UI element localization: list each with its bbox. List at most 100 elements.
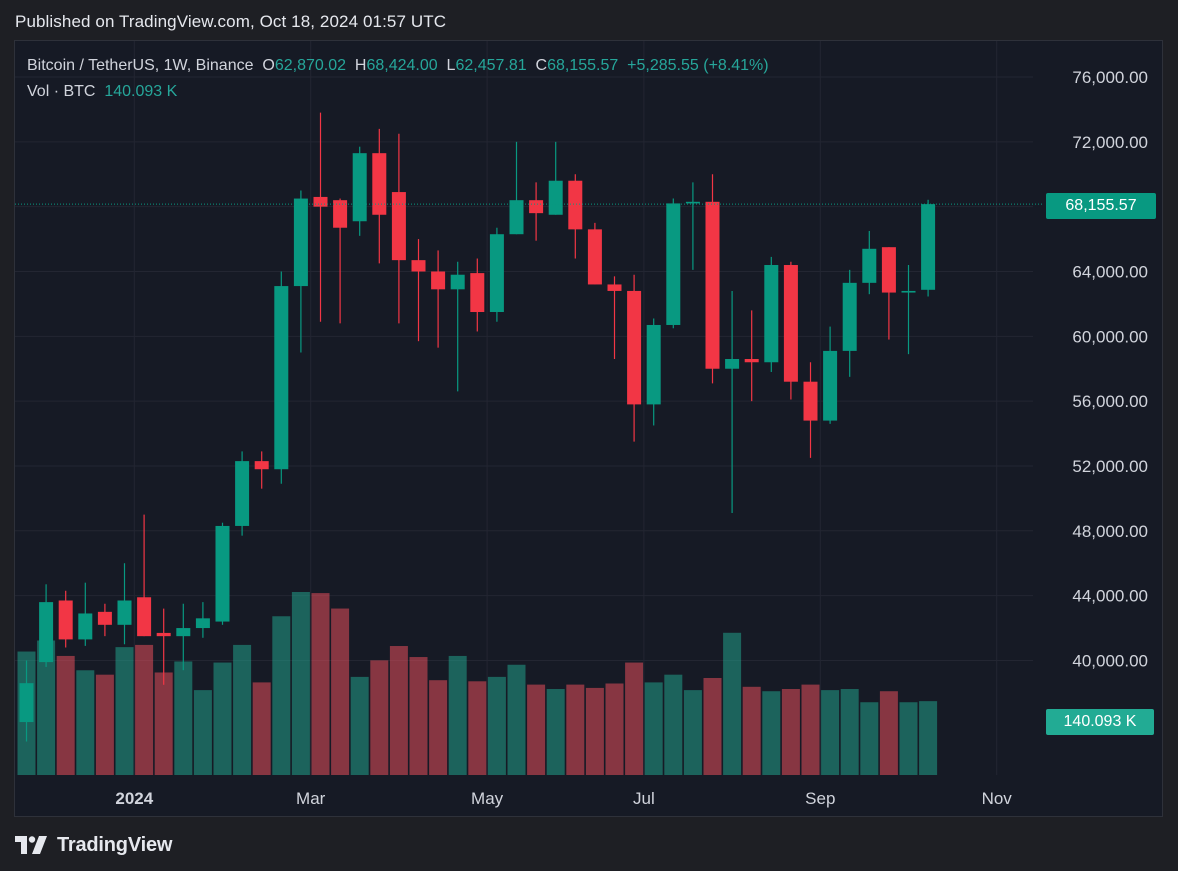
- low-label: L: [446, 57, 456, 74]
- volume-bar: [566, 684, 585, 775]
- volume-bar: [252, 682, 271, 775]
- ohlc-row: Bitcoin / TetherUS, 1W, Binance O62,870.…: [27, 55, 769, 81]
- candle-body: [293, 198, 308, 287]
- candle-body: [450, 274, 465, 290]
- last-volume-tag: 140.093 K: [1046, 709, 1154, 735]
- y-tick-label: 40,000.00: [1072, 651, 1148, 670]
- last-price-tag: 68,155.57: [1046, 193, 1156, 219]
- volume-bar: [644, 682, 663, 775]
- candle-body: [313, 196, 328, 207]
- volume-bar: [174, 661, 193, 775]
- volume-bar: [801, 684, 820, 775]
- y-tick-label: 52,000.00: [1072, 457, 1148, 476]
- volume-bars: [17, 592, 938, 775]
- chart-panel[interactable]: [14, 40, 1163, 817]
- y-tick-label: 76,000.00: [1072, 68, 1148, 87]
- volume-bar: [879, 691, 898, 775]
- volume-bar: [683, 690, 702, 775]
- candle-body: [666, 203, 681, 325]
- candle-body: [19, 683, 34, 723]
- candle-body: [646, 324, 661, 405]
- volume-bar: [585, 687, 604, 775]
- volume-bar: [507, 664, 526, 775]
- volume-bar: [350, 676, 369, 775]
- volume-bar: [37, 640, 56, 775]
- candle-body: [803, 381, 818, 421]
- y-tick-label: 60,000.00: [1072, 327, 1148, 346]
- candle-body: [568, 180, 583, 230]
- volume-bar: [546, 689, 565, 775]
- volume-bar: [487, 676, 506, 775]
- volume-bar: [233, 644, 252, 775]
- volume-bar: [919, 701, 938, 775]
- candle-body: [627, 290, 642, 405]
- candle-body: [862, 248, 877, 283]
- candle-body: [921, 204, 936, 290]
- low-value: 62,457.81: [455, 57, 527, 74]
- candle-body: [156, 632, 171, 637]
- candle-body: [470, 273, 485, 313]
- y-tick-label: 56,000.00: [1072, 392, 1148, 411]
- volume-bar: [331, 608, 350, 775]
- candle-body: [372, 153, 387, 215]
- brand-name: TradingView: [57, 833, 173, 856]
- y-tick-label: 44,000.00: [1072, 587, 1148, 606]
- volume-row: Vol · BTC 140.093 K: [27, 81, 769, 107]
- close-label: C: [535, 57, 548, 74]
- volume-label: Vol · BTC: [27, 83, 96, 100]
- candle-body: [489, 234, 504, 313]
- candle-body: [607, 284, 622, 291]
- candle-body: [587, 229, 602, 285]
- volume-bar: [409, 657, 428, 775]
- volume-bar: [154, 672, 173, 775]
- tradingview-logo[interactable]: TradingView: [15, 832, 172, 858]
- chart-legend: Bitcoin / TetherUS, 1W, Binance O62,870.…: [27, 55, 769, 107]
- candle-body: [881, 247, 896, 293]
- volume-bar: [370, 660, 389, 775]
- volume-bar: [135, 644, 154, 775]
- x-tick-label: Sep: [805, 789, 835, 808]
- candle-body: [529, 200, 544, 214]
- volume-bar: [899, 702, 918, 775]
- volume-bar: [56, 655, 75, 775]
- high-label: H: [354, 57, 367, 74]
- candle-body: [176, 628, 191, 637]
- y-tick-label: 64,000.00: [1072, 262, 1148, 281]
- candle-body: [235, 461, 250, 526]
- volume-bar: [448, 655, 467, 775]
- volume-bar: [272, 616, 291, 775]
- volume-bar: [821, 690, 840, 775]
- volume-bar: [742, 686, 761, 775]
- x-tick-label: Mar: [296, 789, 326, 808]
- candle-body: [823, 350, 838, 421]
- volume-bar: [291, 592, 310, 775]
- open-value: 62,870.02: [274, 57, 347, 74]
- y-tick-label: 48,000.00: [1072, 522, 1148, 541]
- candle-body: [783, 265, 798, 382]
- volume-value: 140.093 K: [104, 83, 178, 100]
- published-caption: Published on TradingView.com, Oct 18, 20…: [15, 12, 447, 31]
- price-axis: 76,000.0072,000.0068,000.0064,000.0060,0…: [1072, 68, 1148, 670]
- symbol-label: Bitcoin / TetherUS, 1W, Binance: [27, 57, 254, 74]
- volume-bar: [762, 691, 781, 775]
- grid-lines: [15, 41, 1033, 775]
- y-tick-label: 72,000.00: [1072, 133, 1148, 152]
- x-tick-label: Jul: [633, 789, 655, 808]
- candle-body: [391, 192, 406, 261]
- candle-body: [705, 201, 720, 369]
- volume-bar: [723, 632, 742, 775]
- candle-body: [764, 265, 779, 363]
- volume-bar: [703, 677, 722, 775]
- candle-body: [195, 618, 210, 629]
- candle-body: [333, 200, 348, 228]
- volume-bar: [664, 674, 683, 775]
- volume-bar: [95, 674, 114, 775]
- volume-bar: [605, 683, 624, 775]
- volume-bar: [213, 662, 232, 775]
- volume-bar: [76, 670, 95, 775]
- volume-bar: [468, 681, 487, 775]
- candle-body: [411, 260, 426, 272]
- candle-body: [352, 153, 367, 222]
- candle-body: [78, 613, 93, 640]
